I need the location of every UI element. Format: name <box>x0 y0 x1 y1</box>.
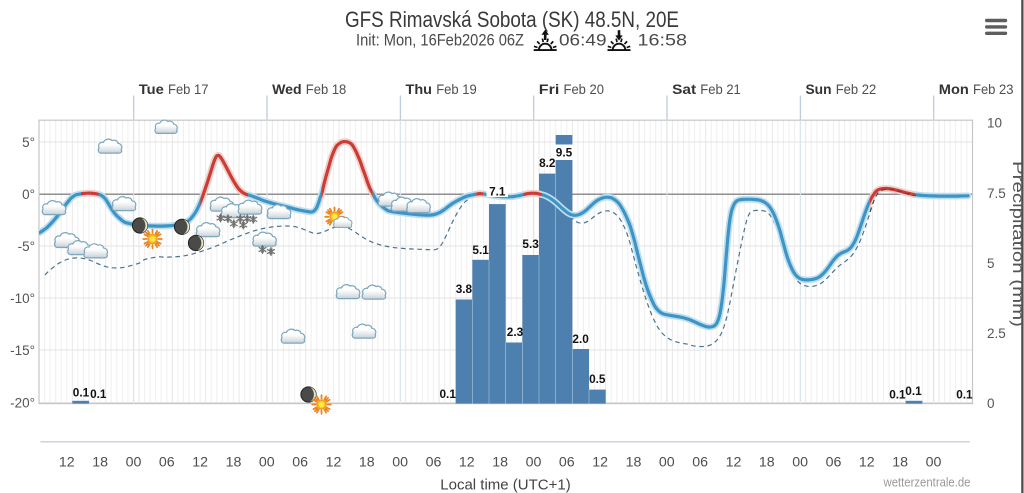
svg-text:12: 12 <box>592 455 608 471</box>
svg-text:Feb 18: Feb 18 <box>306 82 347 98</box>
svg-text:00: 00 <box>526 455 542 471</box>
svg-text:2.5: 2.5 <box>987 326 1006 341</box>
svg-text:Init: Mon, 16Feb2026 06Z: Init: Mon, 16Feb2026 06Z <box>356 31 524 50</box>
svg-text:Feb 22: Feb 22 <box>836 82 877 98</box>
svg-text:18: 18 <box>626 455 642 471</box>
svg-text:00: 00 <box>392 455 408 471</box>
svg-text:06: 06 <box>159 455 175 471</box>
svg-text:-5°: -5° <box>18 239 35 254</box>
svg-text:Feb 19: Feb 19 <box>436 82 477 98</box>
svg-text:Feb 17: Feb 17 <box>168 82 209 98</box>
svg-text:0.1: 0.1 <box>439 387 456 401</box>
svg-text:18: 18 <box>226 455 242 471</box>
svg-text:16:58: 16:58 <box>638 31 688 50</box>
svg-text:7.1: 7.1 <box>489 185 506 199</box>
svg-text:18: 18 <box>492 455 508 471</box>
svg-text:-15°: -15° <box>10 343 35 358</box>
svg-text:Sun: Sun <box>806 82 832 98</box>
svg-text:00: 00 <box>259 455 275 471</box>
svg-text:0.1: 0.1 <box>956 388 973 402</box>
svg-text:0.1: 0.1 <box>905 384 922 398</box>
svg-text:Feb 20: Feb 20 <box>564 82 605 98</box>
svg-text:06: 06 <box>292 455 308 471</box>
svg-text:Fri: Fri <box>539 82 560 98</box>
svg-text:12: 12 <box>726 455 742 471</box>
svg-text:Thu: Thu <box>406 82 433 98</box>
svg-text:Feb 21: Feb 21 <box>700 82 741 98</box>
svg-text:10: 10 <box>987 115 1002 130</box>
svg-text:18: 18 <box>359 455 375 471</box>
svg-text:12: 12 <box>859 455 875 471</box>
svg-text:0°: 0° <box>22 187 35 202</box>
svg-text:06: 06 <box>826 455 842 471</box>
svg-text:00: 00 <box>926 455 942 471</box>
svg-text:Wed: Wed <box>272 82 302 98</box>
svg-text:0.1: 0.1 <box>90 387 107 401</box>
svg-text:Precipitation (mm): Precipitation (mm) <box>1009 161 1024 327</box>
svg-text:06: 06 <box>426 455 442 471</box>
svg-text:5.1: 5.1 <box>472 243 489 257</box>
svg-text:Sat: Sat <box>672 82 696 98</box>
svg-text:0.1: 0.1 <box>73 385 90 399</box>
svg-text:18: 18 <box>759 455 775 471</box>
svg-text:18: 18 <box>892 455 908 471</box>
svg-text:06: 06 <box>692 455 708 471</box>
svg-text:06:49: 06:49 <box>559 31 607 50</box>
svg-text:00: 00 <box>126 455 142 471</box>
svg-text:2.0: 2.0 <box>572 332 589 346</box>
svg-text:0.1: 0.1 <box>889 388 906 402</box>
svg-text:0.5: 0.5 <box>589 372 606 386</box>
svg-text:12: 12 <box>459 455 475 471</box>
svg-text:12: 12 <box>192 455 208 471</box>
svg-text:18: 18 <box>92 455 108 471</box>
svg-text:7.5: 7.5 <box>987 186 1006 201</box>
svg-text:Local time (UTC+1): Local time (UTC+1) <box>440 477 570 493</box>
svg-text:9.5: 9.5 <box>556 146 573 160</box>
svg-text:00: 00 <box>659 455 675 471</box>
svg-text:3.8: 3.8 <box>456 282 473 296</box>
svg-text:2.3: 2.3 <box>507 325 524 339</box>
svg-text:12: 12 <box>59 455 75 471</box>
svg-text:00: 00 <box>792 455 808 471</box>
svg-text:GFS Rimavská Sobota (SK) 48.5N: GFS Rimavská Sobota (SK) 48.5N, 20E <box>345 7 679 32</box>
svg-text:wetterzentrale.de: wetterzentrale.de <box>883 475 971 490</box>
svg-text:Tue: Tue <box>139 82 164 98</box>
svg-text:12: 12 <box>326 455 342 471</box>
svg-text:Mon: Mon <box>939 82 969 98</box>
svg-text:5°: 5° <box>22 135 35 150</box>
svg-text:-10°: -10° <box>10 291 35 306</box>
svg-text:8.2: 8.2 <box>539 156 556 170</box>
svg-text:Feb 23: Feb 23 <box>973 82 1014 98</box>
svg-text:0: 0 <box>987 396 995 411</box>
svg-text:5: 5 <box>987 256 995 271</box>
svg-text:06: 06 <box>559 455 575 471</box>
svg-text:5.3: 5.3 <box>522 237 539 251</box>
svg-text:-20°: -20° <box>10 395 35 410</box>
